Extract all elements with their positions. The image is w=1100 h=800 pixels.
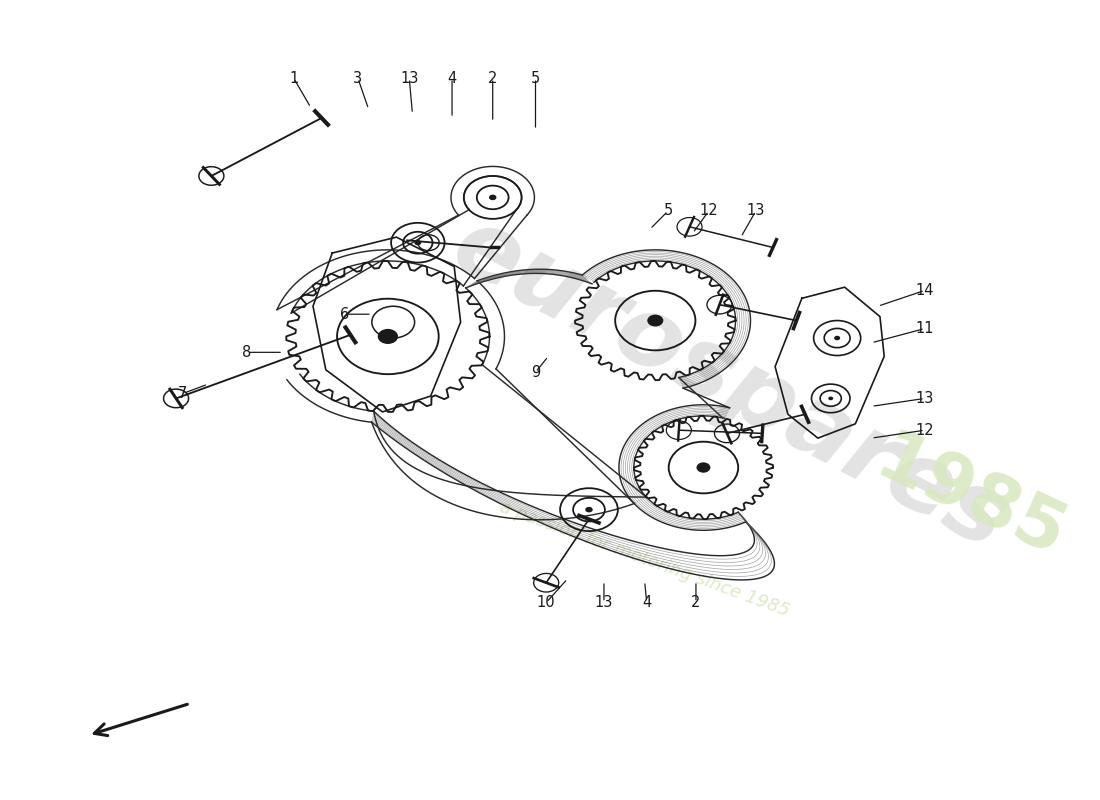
Text: 12: 12 xyxy=(700,203,718,218)
Text: 9: 9 xyxy=(531,365,540,380)
Text: eurospares: eurospares xyxy=(437,198,1024,570)
Text: 8: 8 xyxy=(242,345,251,360)
Circle shape xyxy=(647,314,663,326)
Circle shape xyxy=(415,240,421,246)
Text: 13: 13 xyxy=(400,70,418,86)
Text: 13: 13 xyxy=(595,595,613,610)
Text: 5: 5 xyxy=(531,70,540,86)
Text: 10: 10 xyxy=(537,595,556,610)
Circle shape xyxy=(377,329,398,344)
Text: a passion for motoring since 1985: a passion for motoring since 1985 xyxy=(497,498,792,620)
Circle shape xyxy=(828,397,833,400)
Text: 3: 3 xyxy=(353,70,363,86)
Text: 14: 14 xyxy=(915,283,934,298)
Text: 11: 11 xyxy=(915,321,934,336)
Text: 2: 2 xyxy=(691,595,701,610)
Text: 13: 13 xyxy=(747,203,764,218)
Text: 7: 7 xyxy=(178,386,187,401)
Text: 12: 12 xyxy=(915,422,934,438)
Circle shape xyxy=(696,462,711,473)
Text: 2: 2 xyxy=(488,70,497,86)
Text: 1: 1 xyxy=(289,70,298,86)
Circle shape xyxy=(834,336,840,340)
Text: 4: 4 xyxy=(642,595,651,610)
Text: 4: 4 xyxy=(448,70,456,86)
Text: 13: 13 xyxy=(915,391,934,406)
Circle shape xyxy=(490,194,496,200)
Circle shape xyxy=(585,507,593,513)
Text: 5: 5 xyxy=(663,203,673,218)
Text: 6: 6 xyxy=(341,306,350,322)
Text: 1985: 1985 xyxy=(865,426,1077,573)
